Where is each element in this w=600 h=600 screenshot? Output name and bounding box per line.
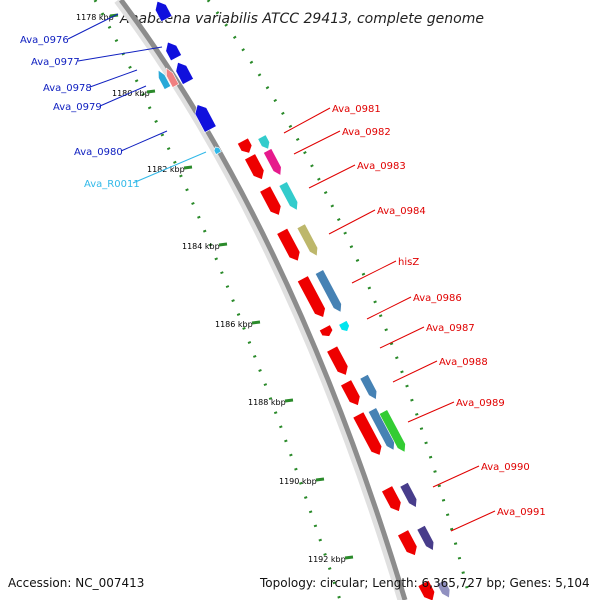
backbone-shadow <box>114 0 407 600</box>
cog-bar <box>338 320 350 332</box>
label-leader-line <box>99 85 147 107</box>
reverse-gene-arrow <box>194 104 217 133</box>
tick-label: 1188 kbp <box>248 398 286 407</box>
forward-gene-arrow <box>340 379 361 406</box>
cog-bar <box>257 134 270 150</box>
label-leader-line <box>293 130 341 155</box>
left-gene-label: Ava_0978 <box>43 83 92 94</box>
reverse-gene-arrow <box>175 61 194 85</box>
right-gene-label: Ava_0984 <box>377 206 426 217</box>
cog-bar <box>378 409 406 453</box>
label-leader-line <box>379 326 425 349</box>
tick-mark <box>218 242 228 247</box>
tick-label: 1184 kbp <box>182 242 220 251</box>
map-title: Anabaena variabilis ATCC 29413, complete… <box>119 11 484 27</box>
tick-label: 1178 kbp <box>76 13 114 22</box>
reverse-gene-arrow <box>165 41 182 62</box>
right-gene-label: hisZ <box>398 257 419 268</box>
forward-gene-arrow <box>318 324 334 337</box>
label-leader-line <box>407 401 455 423</box>
label-leader-line <box>392 360 438 383</box>
label-leader-line <box>77 46 163 62</box>
rna-gene-arrow <box>213 146 222 155</box>
label-leader-line <box>450 510 496 532</box>
left-gene-label: Ava_0980 <box>74 147 123 158</box>
tick-label: 1180 kbp <box>112 89 150 98</box>
label-leader-line <box>432 465 480 488</box>
right-gene-label: Ava_0981 <box>332 104 381 115</box>
backbone <box>118 0 408 600</box>
cog-bar <box>263 148 282 176</box>
right-gene-label: Ava_0986 <box>413 293 462 304</box>
right-gene-label: Ava_0988 <box>439 357 488 368</box>
label-leader-line <box>89 69 138 88</box>
reverse-genes <box>154 0 222 155</box>
label-leader-line <box>120 130 168 152</box>
label-leader-line <box>366 296 412 320</box>
forward-gene-arrow <box>352 411 383 456</box>
tick-mark <box>183 165 193 170</box>
tick-label: 1190 kbp <box>279 477 317 486</box>
right-gene-label: Ava_0990 <box>481 462 530 473</box>
label-leader-line <box>351 260 397 284</box>
tick-mark <box>315 477 325 482</box>
cog-bar <box>296 223 318 257</box>
label-leader-line <box>283 107 331 134</box>
label-leader-line <box>132 151 207 184</box>
cog-bar <box>157 69 172 90</box>
forward-gene-arrow <box>237 137 253 154</box>
forward-gene-arrow <box>259 185 282 216</box>
genome-stats: Topology: circular; Length: 6,365,727 bp… <box>259 576 590 590</box>
cog-bar <box>399 482 418 508</box>
tick-mark <box>344 555 354 560</box>
tick-mark <box>251 320 261 325</box>
tick-mark <box>146 89 156 94</box>
forward-gene-arrow <box>296 275 326 318</box>
left-gene-labels: Ava_0976 Ava_0977 Ava_0978 Ava_0979 Ava_0980… <box>20 13 207 190</box>
forward-gene-arrow <box>326 345 349 376</box>
right-gene-label: Ava_0991 <box>497 507 546 518</box>
forward-gene-arrow <box>417 579 436 600</box>
right-gene-label: Ava_0983 <box>357 161 406 172</box>
cog-bar <box>278 181 299 211</box>
tick-label: 1186 kbp <box>215 320 253 329</box>
forward-gene-arrow <box>397 529 418 556</box>
cog-bar <box>436 579 451 599</box>
tick-mark <box>284 398 294 403</box>
label-leader-line <box>328 209 376 235</box>
left-gene-label: Ava_0979 <box>53 102 102 113</box>
left-gene-label: Ava_R0011 <box>84 179 140 190</box>
right-gene-label: Ava_0987 <box>426 323 475 334</box>
label-leader-line <box>67 13 119 40</box>
forward-gene-arrow <box>244 153 265 180</box>
forward-gene-arrow <box>276 227 301 262</box>
tick-label: 1192 kbp <box>308 555 346 564</box>
forward-gene-arrow <box>381 485 402 512</box>
right-gene-label: Ava_0982 <box>342 127 391 138</box>
cog-bar <box>416 525 435 551</box>
cog-bar <box>314 269 342 313</box>
accession: Accession: NC_007413 <box>8 576 144 590</box>
right-gene-labels: Ava_0981 Ava_0982 Ava_0983 Ava_0984 hisZ Ava_… <box>283 104 546 532</box>
tick-ruler <box>93 0 342 600</box>
right-gene-label: Ava_0989 <box>456 398 505 409</box>
reverse-gene-arrow <box>154 0 173 23</box>
left-gene-label: Ava_0977 <box>31 57 80 68</box>
forward-genes <box>237 134 451 600</box>
left-gene-label: Ava_0976 <box>20 35 69 46</box>
label-leader-line <box>308 164 356 189</box>
cog-bar <box>165 67 180 88</box>
cog-bar <box>359 374 378 400</box>
